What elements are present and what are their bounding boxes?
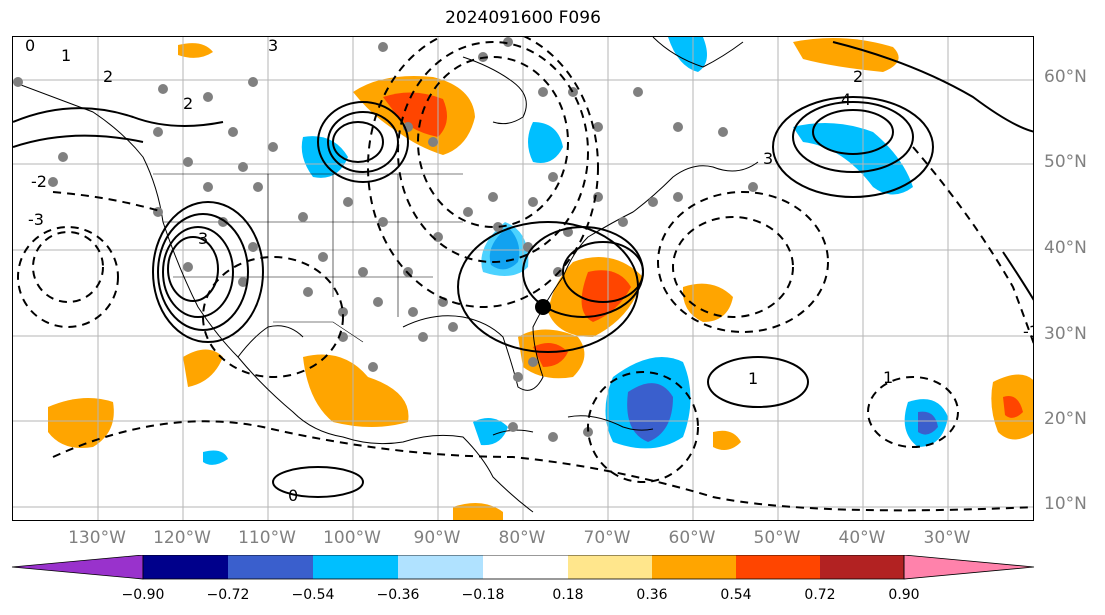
- colorbar-segment: [313, 555, 398, 579]
- map-panel: 0 1 2 3 4 1 2 3 2 3 1 0 -1 -2 -3: [12, 36, 1034, 521]
- colorbar-segment: [398, 555, 483, 579]
- lon-label-50w: 50°W: [753, 528, 801, 548]
- contour-label: 2: [853, 67, 863, 86]
- colorbar-segment: [143, 555, 228, 579]
- lon-label-60w: 60°W: [668, 528, 716, 548]
- lon-label-90w: 90°W: [413, 528, 461, 548]
- lat-label-50n: 50°N: [1044, 152, 1087, 172]
- lat-label-10n: 10°N: [1044, 494, 1087, 514]
- contour-label: -2: [31, 172, 47, 191]
- colorbar-tick: −0.54: [291, 587, 335, 603]
- colorbar-segment: [228, 555, 313, 579]
- colorbar-segment: [483, 555, 568, 579]
- lon-label-70w: 70°W: [583, 528, 631, 548]
- gridlines: [13, 37, 1033, 520]
- colorbar-tick: 0.18: [552, 587, 584, 603]
- colorbar-segment: [652, 555, 736, 579]
- lon-label-120w: 120°W: [153, 528, 211, 548]
- negative-contours: [17, 37, 1033, 512]
- colorbar-extend-high: [903, 555, 1035, 580]
- colorbar-tick: −0.90: [121, 587, 165, 603]
- colorbar-tick: −0.36: [376, 587, 420, 603]
- contour-label: 0: [288, 486, 298, 505]
- colorbar-tick: 0.54: [720, 587, 752, 603]
- storm-center-marker: [535, 299, 551, 315]
- contour-label: -1: [1023, 322, 1034, 341]
- lon-label-100w: 100°W: [323, 528, 381, 548]
- shaded-fields: [48, 37, 1033, 520]
- lon-label-40w: 40°W: [838, 528, 886, 548]
- coastlines: [13, 37, 759, 513]
- colorbar: [11, 555, 1035, 580]
- contour-label: 2: [103, 67, 113, 86]
- lon-label-80w: 80°W: [498, 528, 546, 548]
- lat-label-20n: 20°N: [1044, 409, 1087, 429]
- contour-label: 1: [61, 46, 71, 65]
- map-title: 2024091600 F096: [445, 8, 601, 28]
- colorbar-tick: −0.72: [206, 587, 250, 603]
- colorbar-segment: [736, 555, 820, 579]
- lon-label-30w: 30°W: [923, 528, 971, 548]
- contour-label: 3: [268, 37, 278, 55]
- lon-label-110w: 110°W: [238, 528, 296, 548]
- contour-label: 4: [841, 90, 851, 109]
- contour-label: 1: [748, 369, 758, 388]
- contour-label: 0: [25, 37, 35, 55]
- forecast-map: 0 1 2 3 4 1 2 3 2 3 1 0 -1 -2 -3: [13, 37, 1034, 520]
- station-markers: [13, 37, 758, 442]
- contour-label: -3: [28, 210, 44, 229]
- colorbar-segment: [820, 555, 904, 579]
- lat-label-30n: 30°N: [1044, 324, 1087, 344]
- colorbar-segment: [568, 555, 652, 579]
- lon-label-130w: 130°W: [68, 528, 126, 548]
- contour-label: 2: [183, 94, 193, 113]
- colorbar-tick: −0.18: [461, 587, 505, 603]
- contour-label: 1: [883, 368, 893, 387]
- colorbar-tick: 0.90: [888, 587, 920, 603]
- colorbar-tick: 0.72: [804, 587, 836, 603]
- contour-label: 3: [198, 229, 208, 248]
- political-borders: [153, 173, 463, 343]
- contour-label-group: 0 1 2 3 4 1 2 3 2 3 1 0 -1 -2 -3: [25, 37, 1034, 505]
- lat-label-40n: 40°N: [1044, 238, 1087, 258]
- colorbar-extend-low: [11, 555, 144, 580]
- contour-label: 3: [763, 149, 773, 168]
- positive-contours: [13, 41, 1033, 498]
- lat-label-60n: 60°N: [1044, 67, 1087, 87]
- colorbar-tick: 0.36: [636, 587, 668, 603]
